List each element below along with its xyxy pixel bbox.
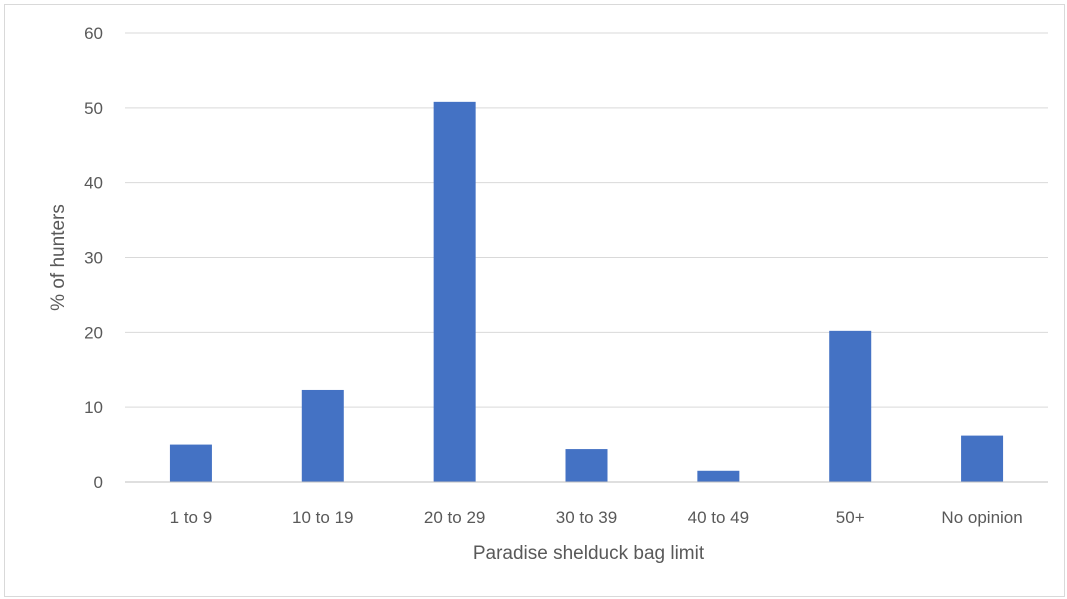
chart-area (4, 4, 1065, 597)
y-axis-title: % of hunters (48, 204, 69, 311)
bar (961, 435, 1004, 482)
gridlines (125, 32, 1048, 408)
y-tick-label: 50 (84, 99, 103, 118)
bar (301, 389, 344, 482)
x-tick-label: No opinion (941, 508, 1022, 527)
x-tick-label: 20 to 29 (424, 508, 485, 527)
x-tick-label: 1 to 9 (170, 508, 213, 527)
y-axis-ticks: 0 10 20 30 40 50 60 (84, 24, 103, 492)
bar (565, 449, 608, 482)
x-tick-label: 40 to 49 (688, 508, 749, 527)
y-tick-label: 60 (84, 24, 103, 43)
y-tick-label: 30 (84, 249, 103, 268)
y-tick-label: 0 (94, 473, 103, 492)
x-tick-label: 50+ (836, 508, 865, 527)
y-tick-label: 10 (84, 398, 103, 417)
x-axis-ticks: 1 to 9 10 to 19 20 to 29 30 to 39 40 to 49 50… (170, 508, 1023, 527)
bar-series (169, 101, 1004, 482)
bar (433, 101, 476, 482)
bar (697, 470, 740, 482)
y-tick-label: 40 (84, 174, 103, 193)
bar (829, 330, 872, 482)
bar (169, 444, 212, 482)
x-tick-label: 10 to 19 (292, 508, 353, 527)
x-axis-title: Paradise shelduck bag limit (473, 543, 705, 564)
x-tick-label: 30 to 39 (556, 508, 617, 527)
y-tick-label: 20 (84, 323, 103, 342)
